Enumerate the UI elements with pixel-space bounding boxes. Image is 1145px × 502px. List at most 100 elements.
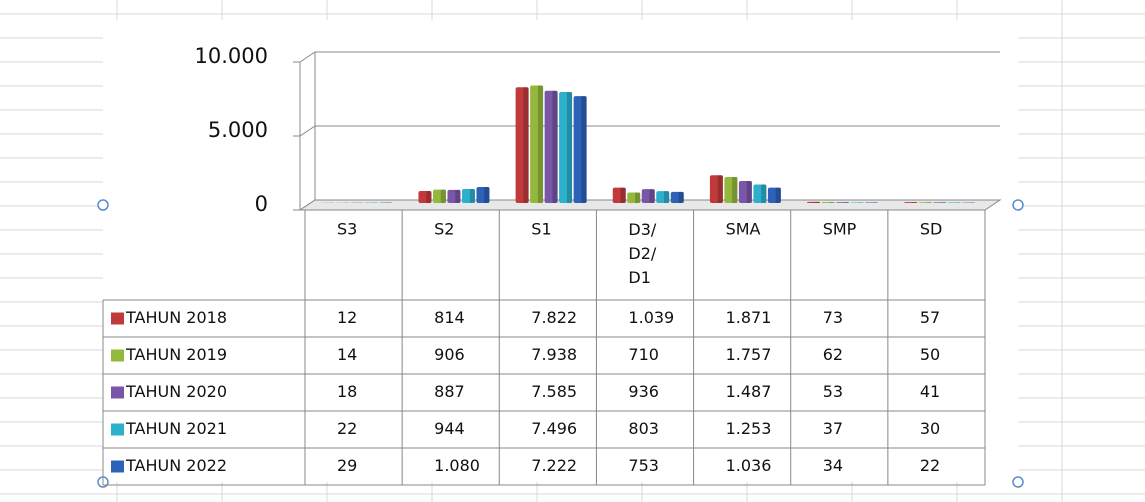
bar xyxy=(432,189,446,203)
legend-swatch xyxy=(111,349,124,362)
y-tick-label: 5.000 xyxy=(208,118,268,142)
data-label: 906 xyxy=(434,345,465,364)
bar xyxy=(933,202,947,203)
bar xyxy=(544,90,558,203)
data-label: 1.757 xyxy=(726,345,772,364)
bar xyxy=(656,191,670,203)
bar-shade xyxy=(620,187,626,203)
category-label: D3/ D2/ D1 xyxy=(628,220,661,287)
bar xyxy=(850,202,864,203)
bar-shade xyxy=(469,189,475,203)
category-label: SD xyxy=(920,220,942,239)
bar-shade xyxy=(775,187,781,203)
data-label: 41 xyxy=(920,382,940,401)
data-label: 12 xyxy=(337,308,357,327)
legend-label: TAHUN 2021 xyxy=(125,419,227,438)
bar xyxy=(918,202,932,203)
bar xyxy=(753,184,767,203)
bar-shade xyxy=(426,190,432,203)
legend-label: TAHUN 2019 xyxy=(125,345,227,364)
legend-label: TAHUN 2020 xyxy=(125,382,227,401)
legend-swatch xyxy=(111,312,124,325)
chart-area xyxy=(103,20,1018,482)
bar-shade xyxy=(746,180,752,203)
bar xyxy=(767,187,781,203)
bar-shade xyxy=(566,92,573,203)
bar-shade xyxy=(814,201,821,203)
bar-shade xyxy=(761,184,767,203)
y-tick-label: 0 xyxy=(255,192,268,216)
data-label: 936 xyxy=(628,382,659,401)
bar xyxy=(865,202,879,203)
category-label: SMA xyxy=(726,220,761,239)
data-label: 1.039 xyxy=(628,308,674,327)
bar-shade xyxy=(664,191,670,203)
data-label: 57 xyxy=(920,308,940,327)
data-label: 1.487 xyxy=(726,382,772,401)
bar xyxy=(836,202,850,203)
bar xyxy=(738,180,752,203)
data-label: 1.080 xyxy=(434,456,480,475)
data-label: 710 xyxy=(628,345,659,364)
bar-shade xyxy=(872,202,879,203)
data-label: 7.938 xyxy=(531,345,577,364)
category-label: S1 xyxy=(531,220,551,239)
bar-shade xyxy=(581,96,587,203)
data-label: 18 xyxy=(337,382,357,401)
bar-shade xyxy=(829,202,835,203)
data-label: 50 xyxy=(920,345,940,364)
category-label: S3 xyxy=(337,220,357,239)
legend-swatch xyxy=(111,423,124,436)
bar xyxy=(724,176,738,203)
bar-shade xyxy=(537,85,544,203)
category-label: SMP xyxy=(823,220,857,239)
bar-shade xyxy=(635,192,641,203)
bar-shade xyxy=(732,176,738,203)
data-label: 62 xyxy=(823,345,843,364)
category-label: S2 xyxy=(434,220,454,239)
bar-shade xyxy=(843,202,850,203)
legend-swatch xyxy=(111,386,124,399)
bar-shade xyxy=(523,87,529,203)
data-label: 7.222 xyxy=(531,456,577,475)
data-label: 37 xyxy=(823,419,843,438)
bar-shade xyxy=(455,189,461,203)
bar-shade xyxy=(940,202,947,203)
bar-shade xyxy=(926,202,932,203)
bar xyxy=(821,202,835,203)
data-label: 7.496 xyxy=(531,419,577,438)
bar xyxy=(476,187,490,203)
bar-shade xyxy=(440,189,446,203)
bar xyxy=(641,189,655,203)
bar-shade xyxy=(717,175,723,203)
y-tick-label: 10.000 xyxy=(195,44,268,68)
bar xyxy=(530,85,544,203)
bar xyxy=(612,187,626,203)
bar xyxy=(670,191,684,203)
data-label: 944 xyxy=(434,419,465,438)
data-label: 53 xyxy=(823,382,843,401)
data-label: 803 xyxy=(628,419,659,438)
bar xyxy=(709,175,723,203)
bar xyxy=(418,190,432,203)
bar xyxy=(627,192,641,203)
data-label: 7.822 xyxy=(531,308,577,327)
legend-label: TAHUN 2022 xyxy=(125,456,227,475)
data-label: 73 xyxy=(823,308,843,327)
legend-label: TAHUN 2018 xyxy=(125,308,227,327)
data-label: 29 xyxy=(337,456,357,475)
data-label: 14 xyxy=(337,345,357,364)
bar xyxy=(573,96,587,203)
bar-shade xyxy=(678,191,684,203)
data-label: 814 xyxy=(434,308,465,327)
bar xyxy=(559,92,573,203)
data-table: S3 S2 S1 D3/ D2/ D1 SMA SMP SD TAHUN 2018 12 814 7… xyxy=(102,209,986,486)
data-label: 753 xyxy=(628,456,659,475)
bar-shade xyxy=(911,202,918,203)
bar xyxy=(447,189,461,203)
data-label: 30 xyxy=(920,419,940,438)
bar xyxy=(461,189,475,203)
data-label: 34 xyxy=(823,456,843,475)
